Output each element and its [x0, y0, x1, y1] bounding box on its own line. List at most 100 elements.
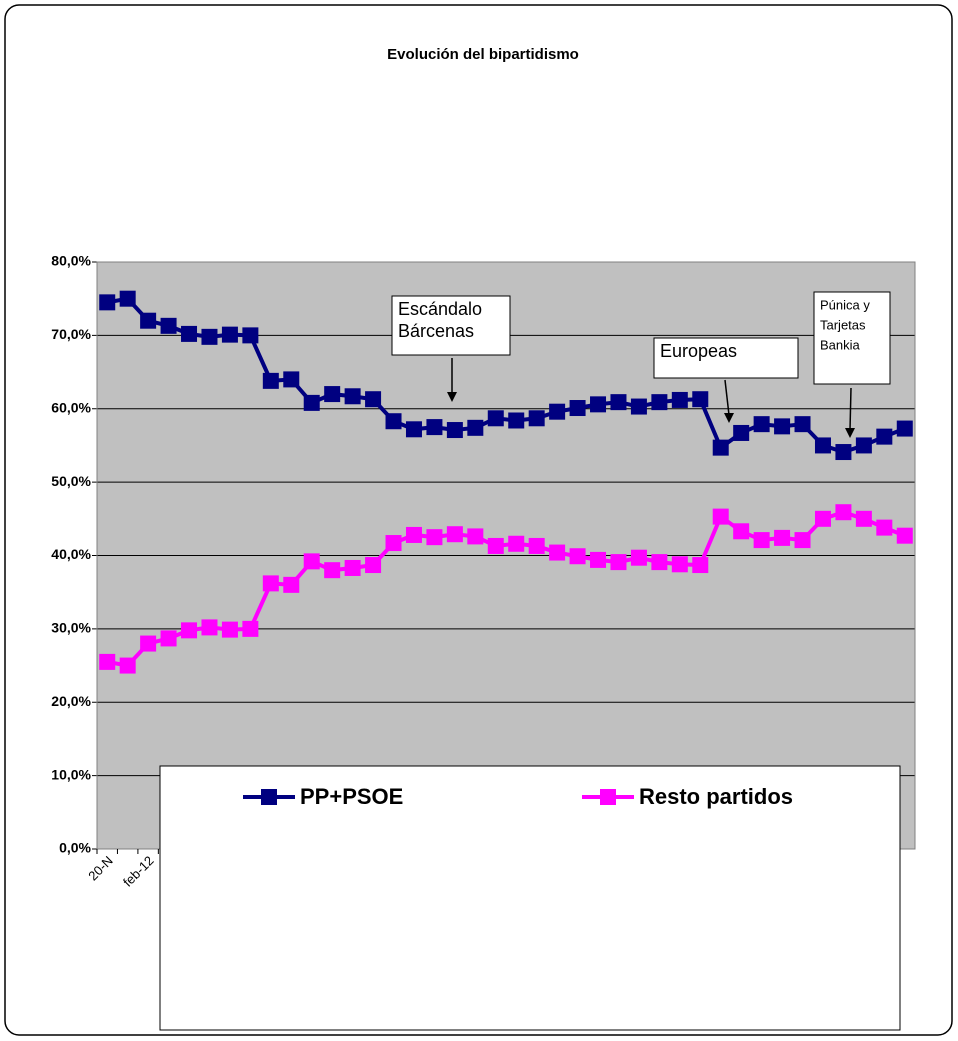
legend-label: Resto partidos: [639, 784, 793, 809]
marker: [774, 529, 791, 546]
legend-marker: [600, 789, 616, 805]
marker: [651, 554, 668, 571]
marker: [814, 510, 831, 527]
annotation-text: Bankia: [820, 337, 861, 352]
marker: [405, 421, 422, 438]
chart-title: Evolución del bipartidismo: [387, 46, 579, 63]
marker: [201, 328, 218, 345]
marker: [262, 575, 279, 592]
marker: [610, 394, 627, 411]
marker: [201, 619, 218, 636]
series-line: [106, 296, 906, 455]
y-tick-label: 10,0%: [51, 766, 91, 782]
annotation-text: Púnica y: [820, 297, 870, 312]
legend-label: PP+PSOE: [300, 784, 403, 809]
marker: [99, 294, 116, 311]
marker: [651, 394, 668, 411]
annotation-text: Europeas: [660, 341, 737, 361]
marker: [446, 526, 463, 543]
marker: [426, 419, 443, 436]
marker: [119, 657, 136, 674]
marker: [896, 420, 913, 437]
marker: [508, 412, 525, 429]
marker: [140, 312, 157, 329]
marker: [119, 290, 136, 307]
marker: [835, 444, 852, 461]
annotation-arrow: [724, 379, 730, 416]
legend-box: [159, 765, 901, 1031]
marker: [181, 622, 198, 639]
marker: [221, 621, 238, 638]
marker: [671, 556, 688, 573]
marker: [855, 510, 872, 527]
marker: [528, 410, 545, 427]
marker: [242, 327, 259, 344]
annotation-arrow: [849, 387, 852, 431]
marker: [590, 396, 607, 413]
marker: [467, 419, 484, 436]
marker: [405, 526, 422, 543]
marker: [590, 551, 607, 568]
marker: [835, 504, 852, 521]
marker: [426, 529, 443, 546]
marker: [365, 391, 382, 408]
y-tick-label: 20,0%: [51, 693, 91, 709]
marker: [549, 403, 566, 420]
marker: [692, 391, 709, 408]
marker: [324, 562, 341, 579]
y-tick-label: 50,0%: [51, 473, 91, 489]
annotation-text: Bárcenas: [398, 321, 474, 341]
marker: [140, 635, 157, 652]
marker: [365, 557, 382, 574]
marker: [774, 418, 791, 435]
marker: [569, 400, 586, 417]
marker: [344, 559, 361, 576]
marker: [283, 576, 300, 593]
y-tick-label: 30,0%: [51, 620, 91, 636]
marker: [794, 416, 811, 433]
marker: [630, 398, 647, 415]
marker: [814, 437, 831, 454]
marker: [876, 519, 893, 536]
marker: [508, 535, 525, 552]
marker: [446, 422, 463, 439]
marker: [487, 410, 504, 427]
marker: [385, 413, 402, 430]
marker: [692, 557, 709, 574]
marker: [181, 325, 198, 342]
marker: [712, 439, 729, 456]
marker: [487, 537, 504, 554]
annotation-box: [391, 295, 511, 356]
annotation-box: [653, 337, 799, 379]
marker: [303, 553, 320, 570]
marker: [753, 416, 770, 433]
marker: [262, 372, 279, 389]
marker: [160, 630, 177, 647]
marker: [733, 523, 750, 540]
marker: [242, 620, 259, 637]
marker: [671, 391, 688, 408]
arrow-head: [447, 392, 457, 402]
marker: [467, 528, 484, 545]
marker: [344, 388, 361, 405]
marker: [385, 535, 402, 552]
marker: [896, 527, 913, 544]
marker: [160, 317, 177, 334]
marker: [876, 428, 893, 445]
marker: [733, 424, 750, 441]
marker: [855, 437, 872, 454]
legend-marker: [261, 789, 277, 805]
marker: [794, 532, 811, 549]
y-tick-label: 80,0%: [51, 253, 91, 269]
annotation-text: Tarjetas: [820, 317, 866, 332]
marker: [712, 508, 729, 525]
marker: [99, 653, 116, 670]
marker: [549, 544, 566, 561]
annotation-text: Escándalo: [398, 299, 482, 319]
marker: [753, 532, 770, 549]
series-line: [106, 510, 906, 668]
annotation-box: [813, 291, 891, 385]
marker: [283, 371, 300, 388]
arrow-head: [724, 413, 734, 423]
